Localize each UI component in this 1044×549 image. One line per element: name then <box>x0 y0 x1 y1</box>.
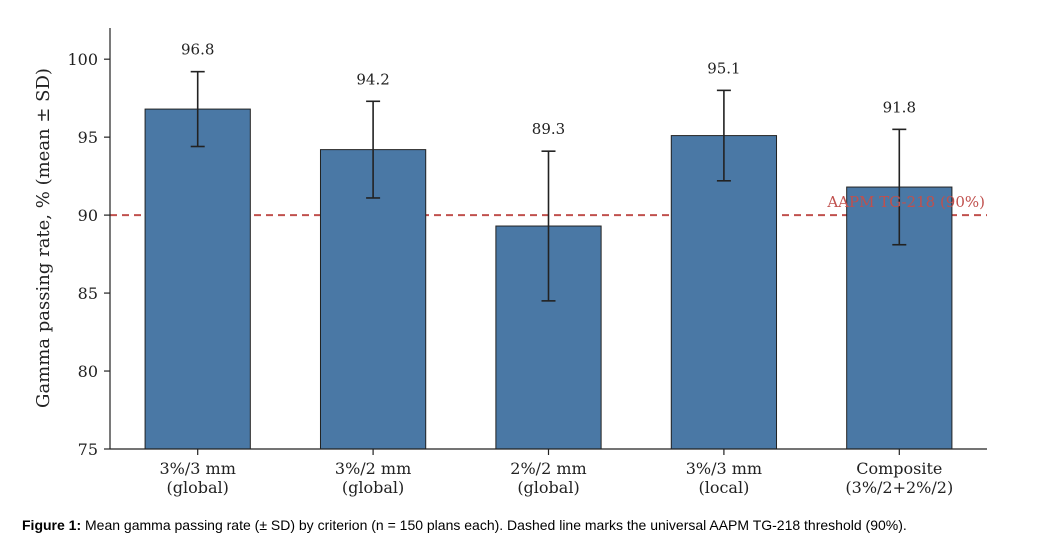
x-tick-label-2-0: 2%/2 mm <box>510 459 586 478</box>
figure-caption: Figure 1: Mean gamma passing rate (± SD)… <box>22 517 1032 533</box>
data-labels-group: 96.8 94.2 89.3 95.1 91.8 AAPM TG-218 (90%) <box>181 41 985 211</box>
x-tick-label-0-1: (global) <box>167 478 229 497</box>
y-tick-label-80: 80 <box>78 362 98 381</box>
data-label-1: 94.2 <box>356 70 389 88</box>
y-tick-label-100: 100 <box>67 50 98 69</box>
bars-group <box>144 108 953 450</box>
bar-1 <box>319 149 427 450</box>
caption-text: Mean gamma passing rate (± SD) by criter… <box>81 517 907 533</box>
x-tick-label-3-0: 3%/3 mm <box>686 459 762 478</box>
bar-0 <box>144 108 251 450</box>
data-label-4: 91.8 <box>883 98 916 116</box>
error-bars-group <box>190 70 907 302</box>
bar-2 <box>495 225 602 450</box>
y-tick-label-75: 75 <box>78 440 98 459</box>
x-tick-label-2-1: (global) <box>517 478 579 497</box>
y-tick-label-85: 85 <box>78 284 98 303</box>
x-tick-label-1-1: (global) <box>342 478 404 497</box>
y-tick-label-90: 90 <box>78 206 98 225</box>
bar-chart: 96.8 94.2 89.3 95.1 91.8 AAPM TG-218 (90%) 75… <box>33 28 987 497</box>
x-tick-label-4-0: Composite <box>856 459 942 478</box>
x-tick-label-0-0: 3%/3 mm <box>160 459 236 478</box>
data-label-2: 89.3 <box>532 120 565 138</box>
data-label-0: 96.8 <box>181 41 214 59</box>
reference-line-label: AAPM TG-218 (90%) <box>826 193 985 211</box>
y-tick-label-95: 95 <box>78 128 98 147</box>
caption-prefix: Figure 1: <box>22 517 82 533</box>
x-tick-label-1-0: 3%/2 mm <box>335 459 411 478</box>
x-tick-label-3-1: (local) <box>698 478 749 497</box>
bar-3 <box>670 135 778 450</box>
x-tick-label-4-1: (3%/2+2%/2) <box>845 478 953 497</box>
data-label-3: 95.1 <box>707 59 740 77</box>
y-axis-label: Gamma passing rate, % (mean ± SD) <box>33 68 54 408</box>
